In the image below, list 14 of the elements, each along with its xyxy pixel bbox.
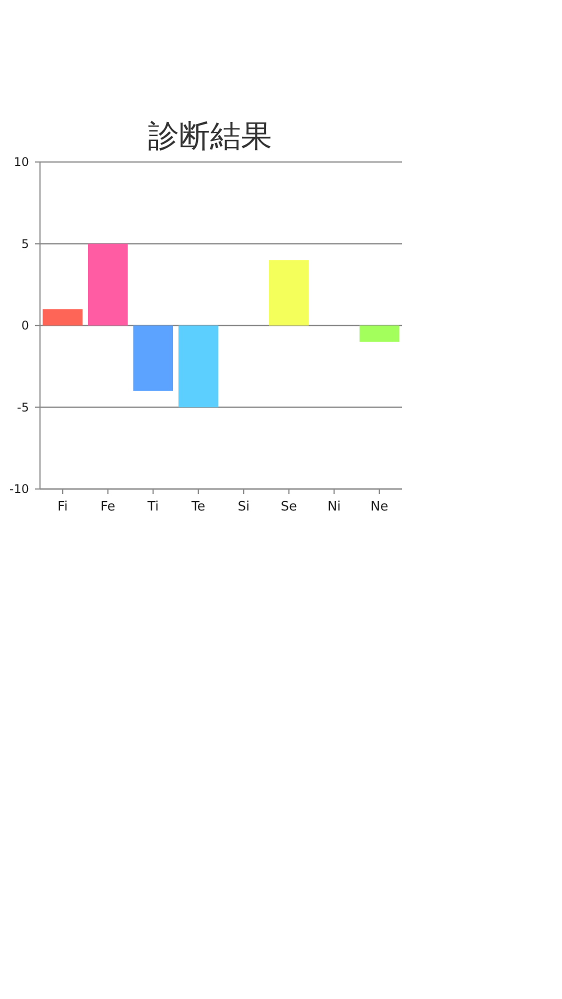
y-tick-label: -5 [17, 400, 29, 414]
x-tick-label: Ti [146, 500, 159, 514]
x-tick-label: Fi [58, 500, 68, 514]
y-tick-label: 10 [14, 155, 29, 169]
y-tick-label: 5 [21, 236, 29, 251]
x-tick-label: Si [238, 500, 250, 514]
y-tick-label: 0 [21, 318, 29, 332]
chart-title: 診断結果 [148, 118, 272, 154]
x-tick-label: Ni [327, 500, 341, 514]
x-tick-label: Se [280, 500, 297, 514]
x-tick-label: Te [190, 500, 206, 514]
x-tick-label: Fe [100, 500, 116, 514]
y-tick-label: -10 [9, 482, 29, 496]
x-tick-label: Ne [370, 500, 388, 514]
